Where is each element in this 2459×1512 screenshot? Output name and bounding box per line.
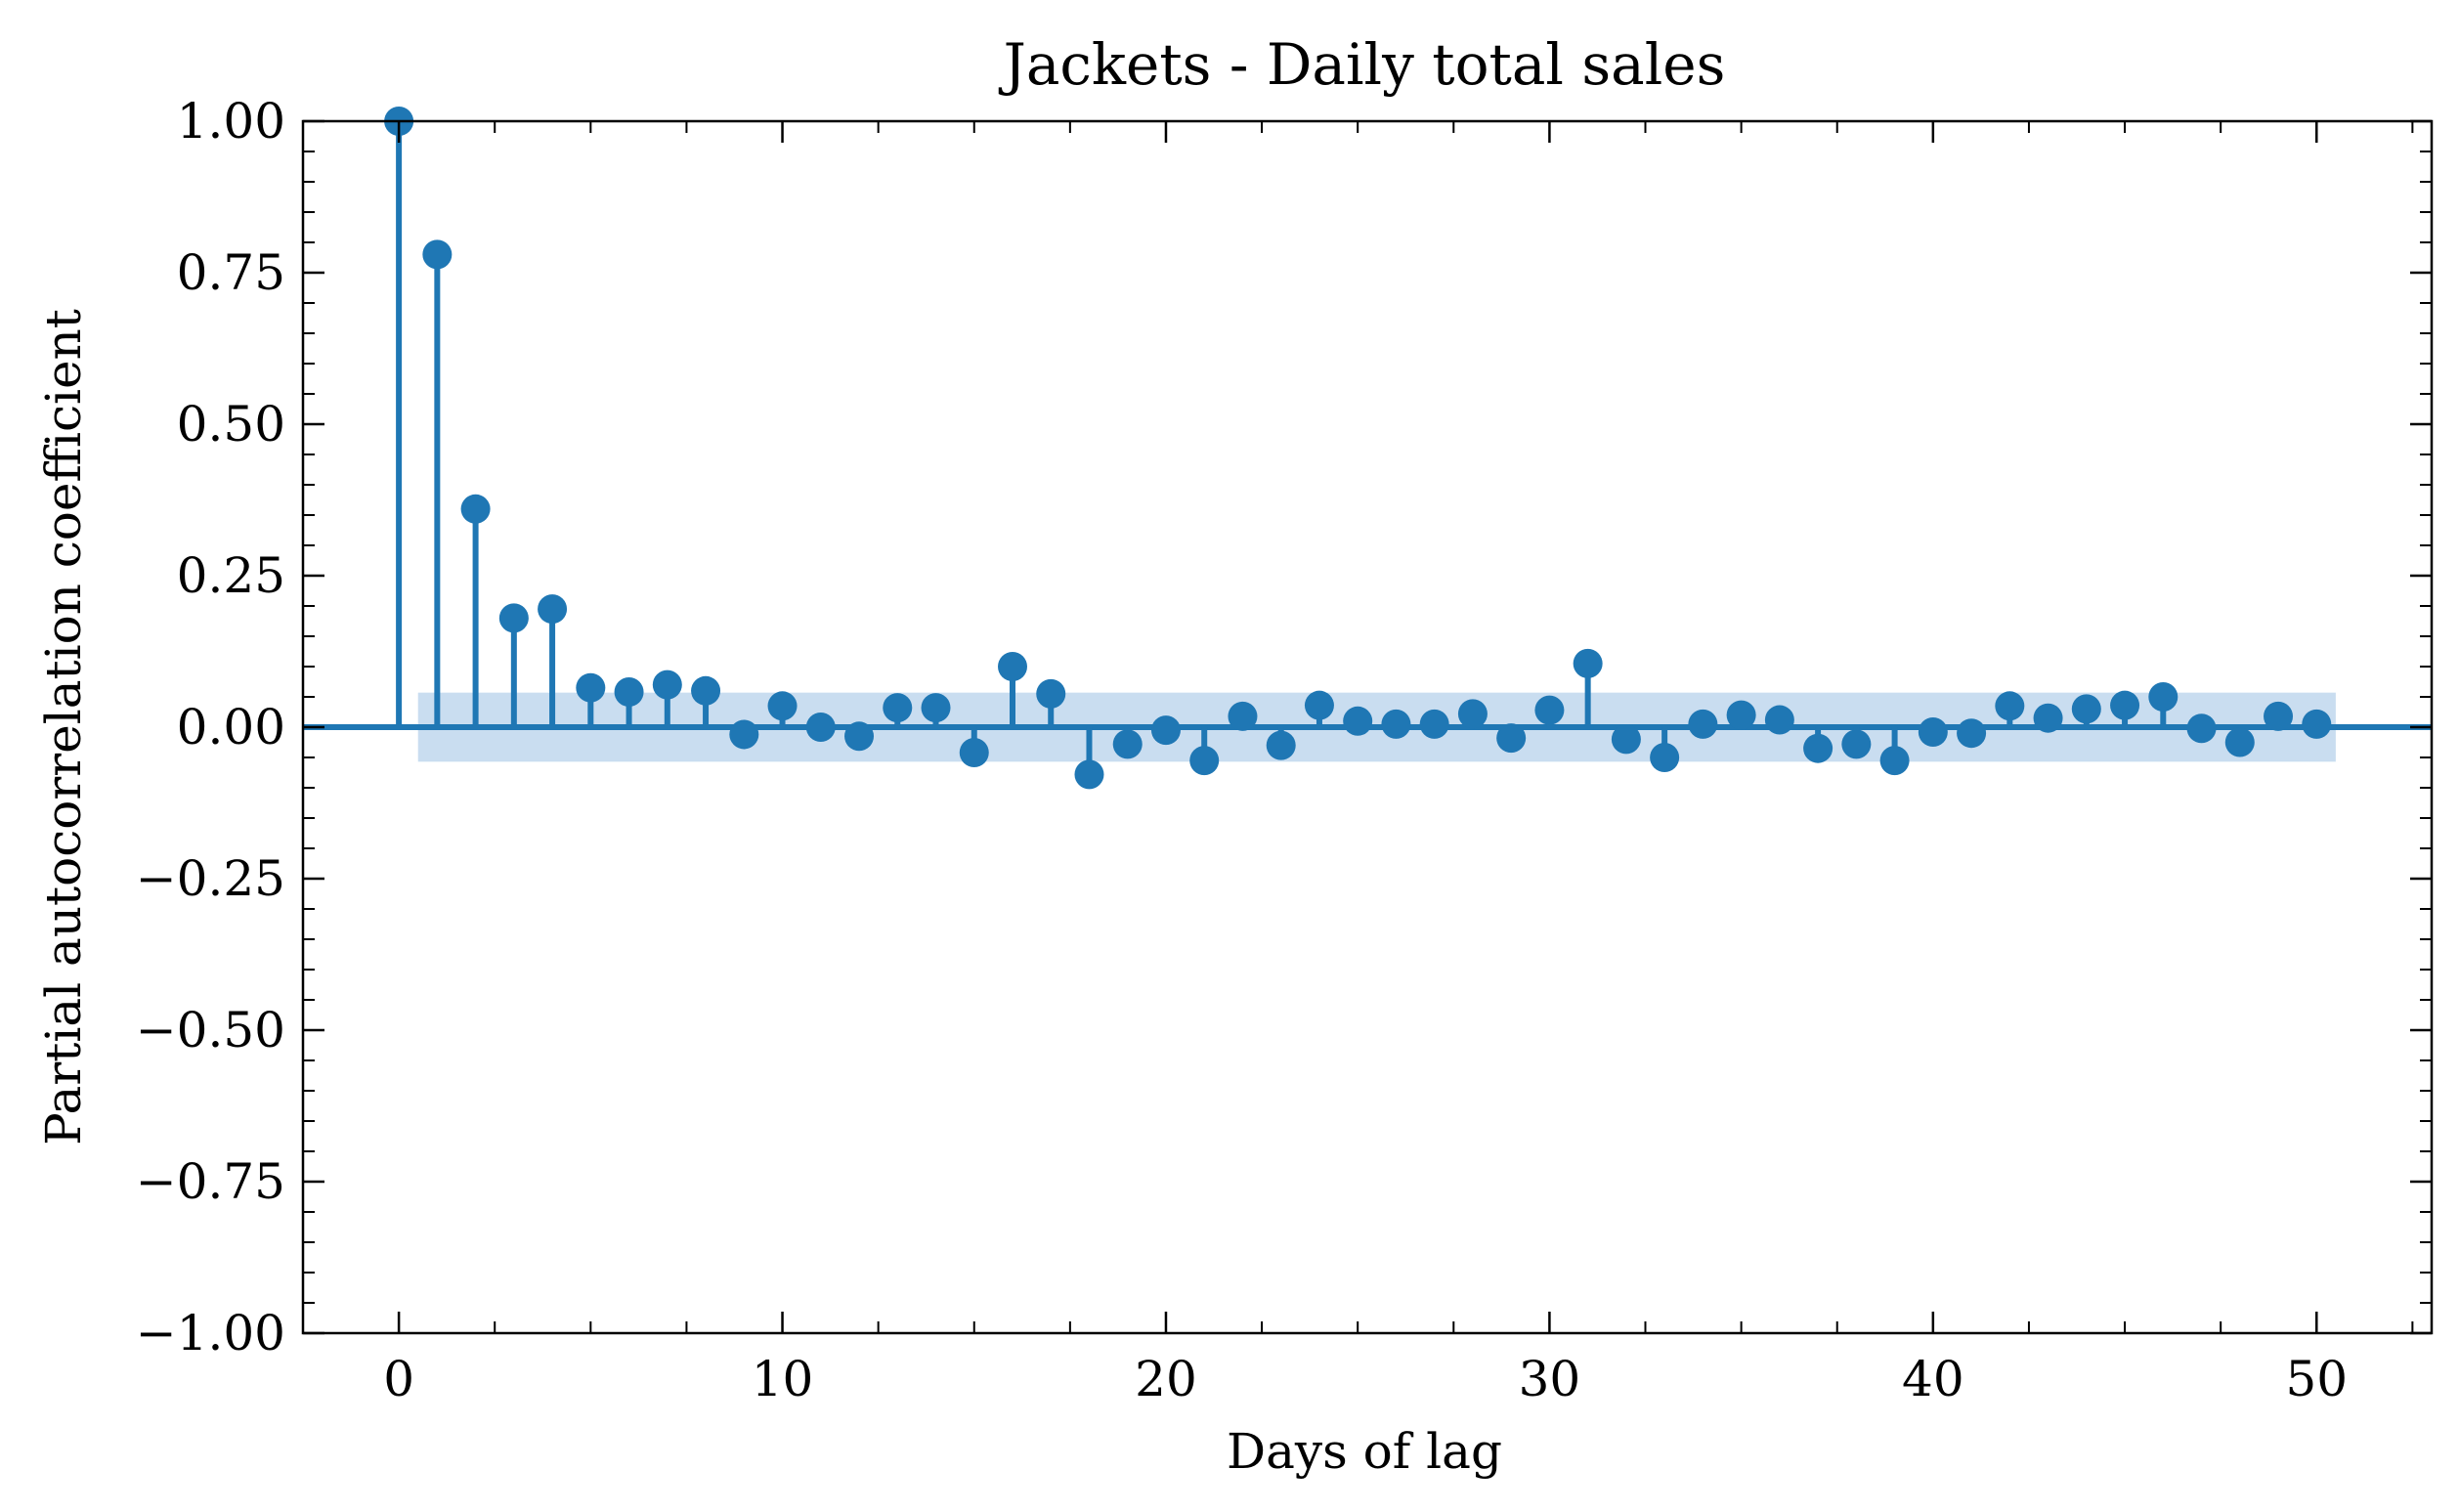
y-axis-label: Partial autocorrelation coefficient xyxy=(35,309,92,1145)
x-tick-label: 50 xyxy=(2285,1351,2348,1407)
y-tick-label: −0.25 xyxy=(136,850,285,907)
x-tick-label: 0 xyxy=(383,1351,414,1407)
data-point xyxy=(2224,727,2255,757)
data-point xyxy=(2148,682,2179,712)
x-tick-label: 10 xyxy=(752,1351,814,1407)
data-point xyxy=(2302,709,2332,739)
chart-title: Jackets - Daily total sales xyxy=(999,31,1726,98)
data-point xyxy=(1457,699,1488,729)
data-point xyxy=(1074,759,1104,790)
data-point xyxy=(2186,713,2217,744)
data-point xyxy=(998,652,1027,681)
data-point xyxy=(1304,690,1334,720)
data-point xyxy=(767,691,798,721)
data-point xyxy=(1112,729,1143,759)
data-point xyxy=(1189,746,1220,776)
data-point xyxy=(691,675,721,706)
data-point xyxy=(729,719,759,750)
y-tick-label: −0.50 xyxy=(136,1002,285,1058)
data-point xyxy=(1995,691,2025,721)
data-point xyxy=(1381,709,1411,739)
plot-area: 1.00 0.75 0.50 0.25 0.00 −0.25 −0.50 −0.75 −1.00… xyxy=(136,93,2434,1407)
data-point xyxy=(498,603,529,633)
data-point xyxy=(460,494,491,524)
data-point xyxy=(1726,700,1756,730)
data-point xyxy=(805,713,836,742)
data-point xyxy=(1650,743,1680,772)
x-axis-label: Days of lag xyxy=(1227,1423,1502,1480)
data-point xyxy=(1611,724,1641,755)
data-point xyxy=(1918,716,1948,747)
data-point xyxy=(538,594,568,625)
y-tick-label: 1.00 xyxy=(177,93,285,150)
data-point xyxy=(1036,678,1066,709)
data-point xyxy=(1879,746,1910,776)
data-point xyxy=(2110,690,2140,720)
y-tick-label: 0.75 xyxy=(177,244,285,301)
data-point xyxy=(1343,706,1373,736)
x-tick-label: 40 xyxy=(1902,1351,1964,1407)
data-point xyxy=(652,670,682,700)
data-point xyxy=(921,693,951,723)
y-tick-label: 0.50 xyxy=(177,396,285,453)
data-point xyxy=(1688,709,1718,739)
data-point xyxy=(2033,703,2063,733)
data-point xyxy=(1573,648,1603,678)
data-point xyxy=(1764,705,1794,735)
data-point xyxy=(1534,695,1565,725)
data-point xyxy=(1228,701,1258,731)
data-point xyxy=(1496,723,1527,754)
data-point xyxy=(422,239,453,270)
data-point xyxy=(1841,729,1872,759)
data-point xyxy=(2071,694,2101,724)
data-point xyxy=(1803,733,1833,763)
data-point xyxy=(1150,715,1181,746)
y-tick-label: 0.25 xyxy=(177,547,285,604)
data-point xyxy=(2264,701,2294,731)
data-point xyxy=(959,738,989,768)
x-tick-label: 30 xyxy=(1519,1351,1581,1407)
data-point xyxy=(1266,730,1296,760)
data-point xyxy=(1957,718,1987,749)
y-tick-label: −0.75 xyxy=(136,1153,285,1210)
x-tick-label: 20 xyxy=(1135,1351,1197,1407)
data-point xyxy=(844,721,875,752)
data-point xyxy=(1419,709,1449,739)
data-point xyxy=(576,672,606,703)
data-point xyxy=(883,693,913,723)
data-point xyxy=(614,677,644,708)
y-tick-label: 0.00 xyxy=(177,699,285,756)
y-tick-label: −1.00 xyxy=(136,1305,285,1361)
